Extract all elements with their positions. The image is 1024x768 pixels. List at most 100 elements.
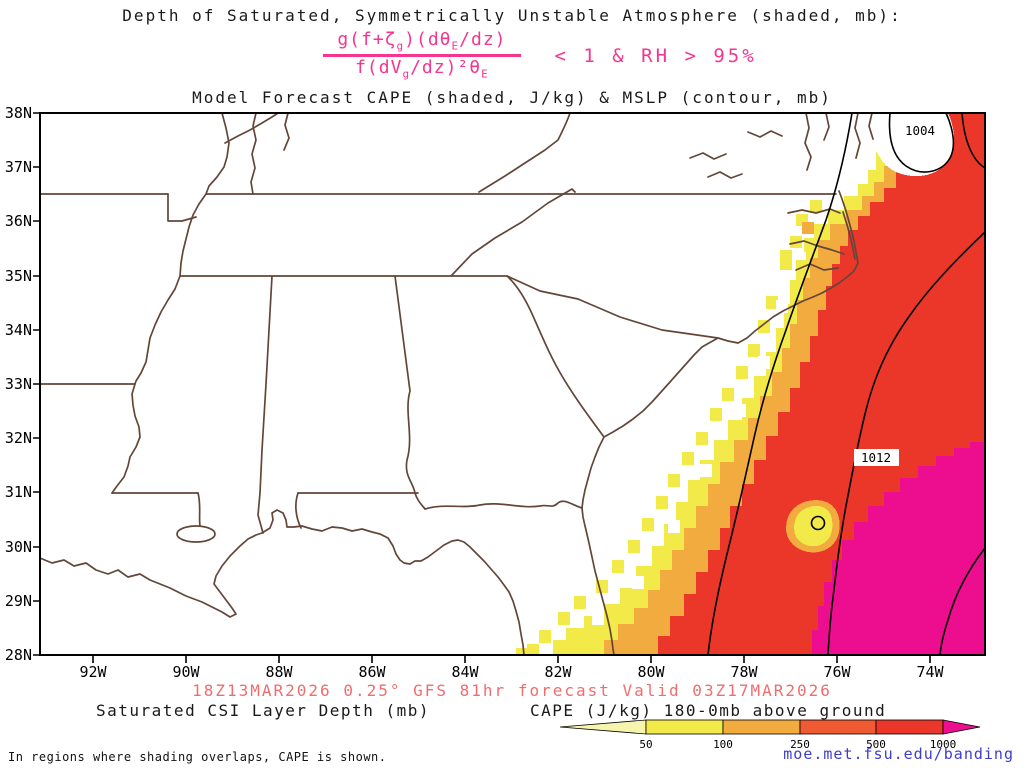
cape-notch <box>796 252 806 260</box>
colorbar-arrow-right <box>942 719 981 735</box>
mslp-contour-1012 <box>827 231 986 656</box>
va-river-1 <box>689 152 727 160</box>
lon-tick-label: 78W <box>730 663 758 681</box>
axis-ticks <box>33 112 931 663</box>
lat-tick-label: 38N <box>5 104 32 122</box>
cape-pixel <box>736 366 748 379</box>
va-river-3 <box>747 130 783 138</box>
lat-tick-label: 28N <box>5 646 32 664</box>
contour-label-bg <box>854 449 899 466</box>
cape-white-notches <box>592 252 806 625</box>
lat-tick-label: 35N <box>5 267 32 285</box>
colorbar-segment-500-1000 <box>875 719 944 735</box>
lon-tick-label: 74W <box>916 663 944 681</box>
cape-pixel <box>722 388 734 401</box>
ms-al-border <box>257 275 273 534</box>
lat-tick-label: 33N <box>5 375 32 393</box>
cape-pixel-orange <box>802 222 814 234</box>
formula-den-sub: E <box>481 67 489 81</box>
fraction-bar <box>323 54 521 58</box>
cumberland-river <box>283 112 290 151</box>
neuse-estuary <box>795 263 839 271</box>
cape-pixel <box>527 644 539 655</box>
ga-sc-border <box>506 275 605 438</box>
cape-notch <box>758 356 770 369</box>
lon-tick-label: 88W <box>265 663 293 681</box>
lake-pontchartrain <box>176 525 216 543</box>
colorbar-value: 100 <box>713 738 733 751</box>
mississippi-river-border <box>111 112 230 494</box>
low-center-white-hole <box>871 113 955 177</box>
cape-pixel <box>539 630 551 643</box>
atlantic-coastline <box>581 190 859 656</box>
cape-band-magenta <box>812 442 985 655</box>
cape-pixel <box>656 496 668 509</box>
cape-pixel <box>574 596 586 609</box>
mslp-contour-corner-ne <box>961 112 986 169</box>
lon-tick-label: 86W <box>358 663 386 681</box>
cape-pixel <box>758 320 770 333</box>
formula-den-sub: g <box>402 67 411 81</box>
lat-tick-label: 30N <box>5 538 32 556</box>
lon-axis-labels: 92W 90W 88W 86W 84W 82W 80W 78W 76W 74W <box>79 663 944 681</box>
cape-pixel <box>612 560 624 573</box>
colorbar-value: 50 <box>639 738 652 751</box>
mslp-contour-1004-loop <box>888 112 955 173</box>
lat-tick-label: 32N <box>5 429 32 447</box>
lat-axis-labels: 38N 37N 36N 35N 34N 33N 32N 31N 30N 29N … <box>5 104 32 664</box>
overlap-note: In regions where shading overlaps, CAPE … <box>8 750 387 764</box>
cape-pixel <box>642 518 654 531</box>
title-line-1: Depth of Saturated, Symmetrically Unstab… <box>122 6 902 25</box>
perdido-river-border <box>295 492 302 529</box>
lon-tick-label: 82W <box>544 663 572 681</box>
colorbar-segment-250-500 <box>799 719 877 735</box>
colorbar-segment-100-250 <box>722 719 801 735</box>
formula-numerator: g(f+ζg)(dθE/dz) <box>323 29 520 53</box>
mslp-contour-corner-se <box>939 547 986 656</box>
cape-colorbar: 50 100 250 500 1000 <box>559 719 981 751</box>
chesapeake-shore-1 <box>804 112 812 171</box>
cape-pixel <box>766 296 778 309</box>
nc-sc-border <box>506 275 719 339</box>
va-river-2 <box>707 171 743 179</box>
csi-formula: g(f+ζg)(dθE/dz) f(dVg/dz)²θE < 1 & RH > … <box>28 29 1024 81</box>
formula-condition: < 1 & RH > 95% <box>554 44 757 67</box>
formula-num-part: g(f+ζ <box>337 29 397 50</box>
albemarle-sound <box>787 208 841 214</box>
gulf-coastline <box>39 509 525 656</box>
formula-num-sub: g <box>396 39 405 53</box>
cape-notch <box>668 520 680 533</box>
cape-notch <box>592 612 604 625</box>
fl-ga-border <box>424 500 583 510</box>
cape-yellow-pixel-patches <box>516 200 822 655</box>
outer-banks <box>842 211 856 260</box>
cape-min-yellow-core <box>794 506 833 547</box>
lat-tick-label: 31N <box>5 483 32 501</box>
ohio-river <box>224 112 279 144</box>
cape-pixel <box>696 432 708 445</box>
lon-tick-label: 90W <box>172 663 200 681</box>
site-link[interactable]: moe.met.fsu.edu/banding <box>783 745 1014 763</box>
colorbar-segment-50-100 <box>645 719 724 735</box>
forecast-valid-time: 18Z13MAR2026 0.25° GFS 81hr forecast Val… <box>192 681 832 700</box>
lat-tick-label: 29N <box>5 592 32 610</box>
delmarva-shore-1 <box>854 112 861 159</box>
formula-denominator: f(dVg/dz)²θE <box>323 57 520 81</box>
mslp-contours <box>707 112 986 656</box>
cape-pixel <box>748 344 760 357</box>
cape-pixel <box>810 200 822 212</box>
tn-nc-border <box>450 188 576 277</box>
pamlico-sound-north <box>789 240 845 255</box>
lon-tick-label: 80W <box>637 663 665 681</box>
lat-tick-label: 34N <box>5 321 32 339</box>
cape-notch <box>700 464 712 477</box>
cape-pixel <box>668 474 680 487</box>
colorbar-value: 1000 <box>930 738 957 751</box>
lon-tick-label: 76W <box>823 663 851 681</box>
tennessee-river <box>250 112 257 195</box>
lon-tick-label: 92W <box>79 663 107 681</box>
cape-pixel <box>710 408 722 421</box>
missouri-bootheel-border <box>167 193 197 222</box>
